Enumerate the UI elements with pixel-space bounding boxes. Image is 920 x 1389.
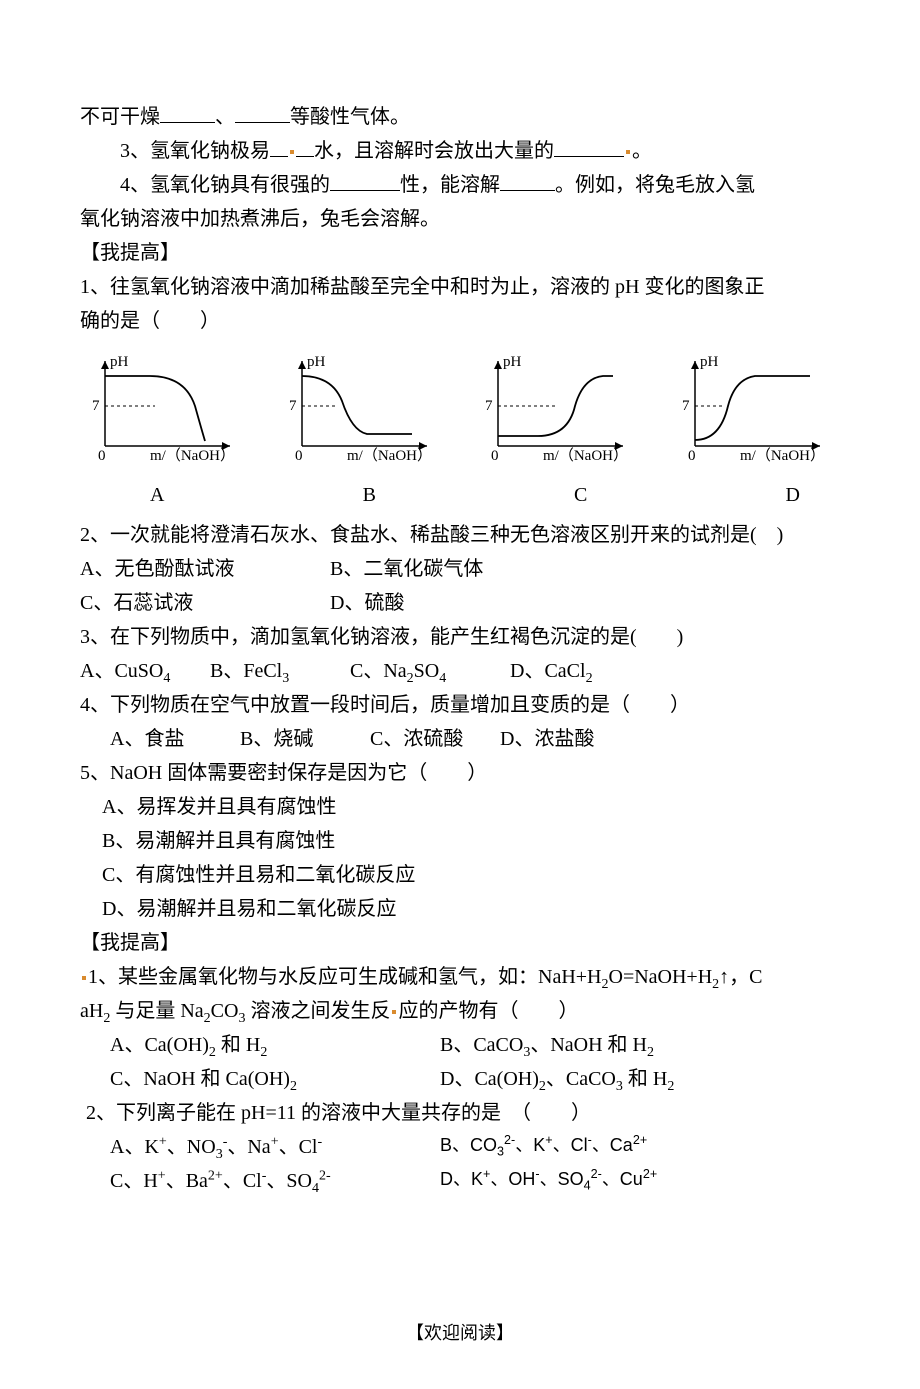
q4-option-a: A、食盐 [110, 722, 240, 756]
blank [296, 136, 314, 157]
text: 不可干燥 [80, 106, 160, 128]
q6-options-row2: C、NaOH 和 Ca(OH)2 D、Ca(OH)2、CaCO3 和 H2 [80, 1062, 840, 1096]
text: 、 [215, 106, 235, 128]
text: 4、氢氧化钠具有很强的 [120, 174, 330, 196]
q2-option-a: A、无色酚酞试液 [80, 552, 330, 586]
q1-stem-1: 1、往氢氧化钠溶液中滴加稀盐酸至完全中和时为止，溶液的 pH 变化的图象正 [80, 270, 840, 304]
q6-option-d: D、Ca(OH)2、CaCO3 和 H2 [440, 1062, 674, 1096]
q7-options-row2: C、H+、Ba2+、Cl-、SO42- D、K+、OH-、SO42-、Cu2+ [80, 1164, 840, 1198]
footer-text: 【欢迎阅读】 [80, 1318, 840, 1349]
q5-option-c: C、有腐蚀性并且易和二氧化碳反应 [80, 858, 840, 892]
svg-text:m/（NaOH）: m/（NaOH） [543, 447, 628, 464]
q7-option-c: C、H+、Ba2+、Cl-、SO42- [110, 1164, 440, 1198]
text: 。例如，将兔毛放入氢 [555, 174, 755, 196]
q5-stem: 5、NaOH 固体需要密封保存是因为它（ ） [80, 756, 840, 790]
option-a-label: A [150, 478, 164, 512]
q2-option-c: C、石蕊试液 [80, 586, 330, 620]
orange-dot-icon [290, 150, 294, 154]
orange-dot-icon [392, 1010, 396, 1014]
svg-text:0: 0 [98, 448, 106, 464]
orange-dot-icon [82, 976, 86, 980]
q4-option-d: D、浓盐酸 [500, 722, 630, 756]
svg-text:pH: pH [110, 354, 129, 370]
intro-line-4: 氧化钠溶液中加热煮沸后，兔毛会溶解。 [80, 202, 840, 236]
intro-line-1: 不可干燥 、 等酸性气体。 [80, 100, 840, 134]
q6-option-c: C、NaOH 和 Ca(OH)2 [110, 1062, 440, 1096]
q3-option-d: D、CaCl2 [510, 654, 650, 688]
q1-chart-b: pH 7 0 m/（NaOH） [277, 346, 447, 466]
q1-chart-a: pH 7 0 m/（NaOH） [80, 346, 250, 466]
option-d-label: D [786, 478, 800, 512]
q4-option-b: B、烧碱 [240, 722, 370, 756]
svg-text:m/（NaOH）: m/（NaOH） [740, 447, 825, 464]
q4-options: A、食盐 B、烧碱 C、浓硫酸 D、浓盐酸 [80, 722, 840, 756]
q4-stem: 4、下列物质在空气中放置一段时间后，质量增加且变质的是（ ） [80, 688, 840, 722]
q7-option-d: D、K+、OH-、SO42-、Cu2+ [440, 1164, 657, 1198]
intro-line-2: 3、氢氧化钠极易 水，且溶解时会放出大量的 。 [80, 134, 840, 168]
q6-option-b: B、CaCO3、NaOH 和 H2 [440, 1028, 654, 1062]
text: 等酸性气体。 [290, 106, 410, 128]
q6-stem-1: 1、某些金属氧化物与水反应可生成碱和氢气，如：NaH+H2O=NaOH+H2↑，… [80, 960, 840, 994]
svg-text:0: 0 [491, 448, 499, 464]
svg-text:0: 0 [295, 448, 303, 464]
svg-text:m/（NaOH）: m/（NaOH） [150, 447, 235, 464]
intro-line-3: 4、氢氧化钠具有很强的 性，能溶解 。例如，将兔毛放入氢 [80, 168, 840, 202]
svg-text:7: 7 [682, 398, 690, 414]
q5-option-a: A、易挥发并且具有腐蚀性 [80, 790, 840, 824]
option-b-label: B [363, 478, 376, 512]
q7-option-a: A、K+、NO3-、Na+、Cl- [110, 1130, 440, 1164]
svg-text:0: 0 [688, 448, 696, 464]
svg-text:7: 7 [485, 398, 493, 414]
option-c-label: C [574, 478, 587, 512]
q1-chart-row: pH 7 0 m/（NaOH） pH 7 0 m/（NaOH） [80, 346, 840, 466]
svg-text:pH: pH [503, 354, 522, 370]
blank [330, 170, 400, 191]
text: 。 [632, 140, 652, 162]
svg-text:m/（NaOH）: m/（NaOH） [347, 447, 432, 464]
text: 性，能溶解 [400, 174, 500, 196]
text: 3、氢氧化钠极易 [120, 140, 270, 162]
section-heading-2: 【我提高】 [80, 926, 840, 960]
q6-option-a: A、Ca(OH)2 和 H2 [110, 1028, 440, 1062]
svg-text:7: 7 [92, 398, 100, 414]
q4-option-c: C、浓硫酸 [370, 722, 500, 756]
q3-option-b: B、FeCl3 [210, 654, 350, 688]
q1-stem-2: 确的是（ ） [80, 304, 840, 338]
q6-stem-2: aH2 与足量 Na2CO3 溶液之间发生反应的产物有（ ） [80, 994, 840, 1028]
blank [235, 102, 290, 123]
q2-stem: 2、一次就能将澄清石灰水、食盐水、稀盐酸三种无色溶液区别开来的试剂是( ) [80, 518, 840, 552]
q3-stem: 3、在下列物质中，滴加氢氧化钠溶液，能产生红褐色沉淀的是( ) [80, 620, 840, 654]
q1-chart-d: pH 7 0 m/（NaOH） [670, 346, 840, 466]
svg-text:pH: pH [700, 354, 719, 370]
blank [160, 102, 215, 123]
blank [554, 136, 624, 157]
q2-option-d: D、硫酸 [330, 586, 404, 620]
q3-option-c: C、Na2SO4 [350, 654, 510, 688]
q3-option-a: A、CuSO4 [80, 654, 210, 688]
blank [500, 170, 555, 191]
orange-dot-icon [626, 150, 630, 154]
q2-options-row1: A、无色酚酞试液 B、二氧化碳气体 [80, 552, 840, 586]
q2-options-row2: C、石蕊试液 D、硫酸 [80, 586, 840, 620]
q6-options-row1: A、Ca(OH)2 和 H2 B、CaCO3、NaOH 和 H2 [80, 1028, 840, 1062]
q7-option-b: B、CO32-、K+、Cl-、Ca2+ [440, 1130, 647, 1164]
q3-options: A、CuSO4 B、FeCl3 C、Na2SO4 D、CaCl2 [80, 654, 840, 688]
q5-option-d: D、易潮解并且易和二氧化碳反应 [80, 892, 840, 926]
q7-stem: 2、下列离子能在 pH=11 的溶液中大量共存的是 （ ） [80, 1096, 840, 1130]
svg-text:pH: pH [307, 354, 326, 370]
section-heading: 【我提高】 [80, 236, 840, 270]
q2-option-b: B、二氧化碳气体 [330, 552, 483, 586]
blank [270, 136, 288, 157]
text: 水，且溶解时会放出大量的 [314, 140, 554, 162]
q7-options-row1: A、K+、NO3-、Na+、Cl- B、CO32-、K+、Cl-、Ca2+ [80, 1130, 840, 1164]
svg-text:7: 7 [289, 398, 297, 414]
q1-chart-c: pH 7 0 m/（NaOH） [473, 346, 643, 466]
q1-option-labels: A B C D [80, 466, 840, 512]
q5-option-b: B、易潮解并且具有腐蚀性 [80, 824, 840, 858]
